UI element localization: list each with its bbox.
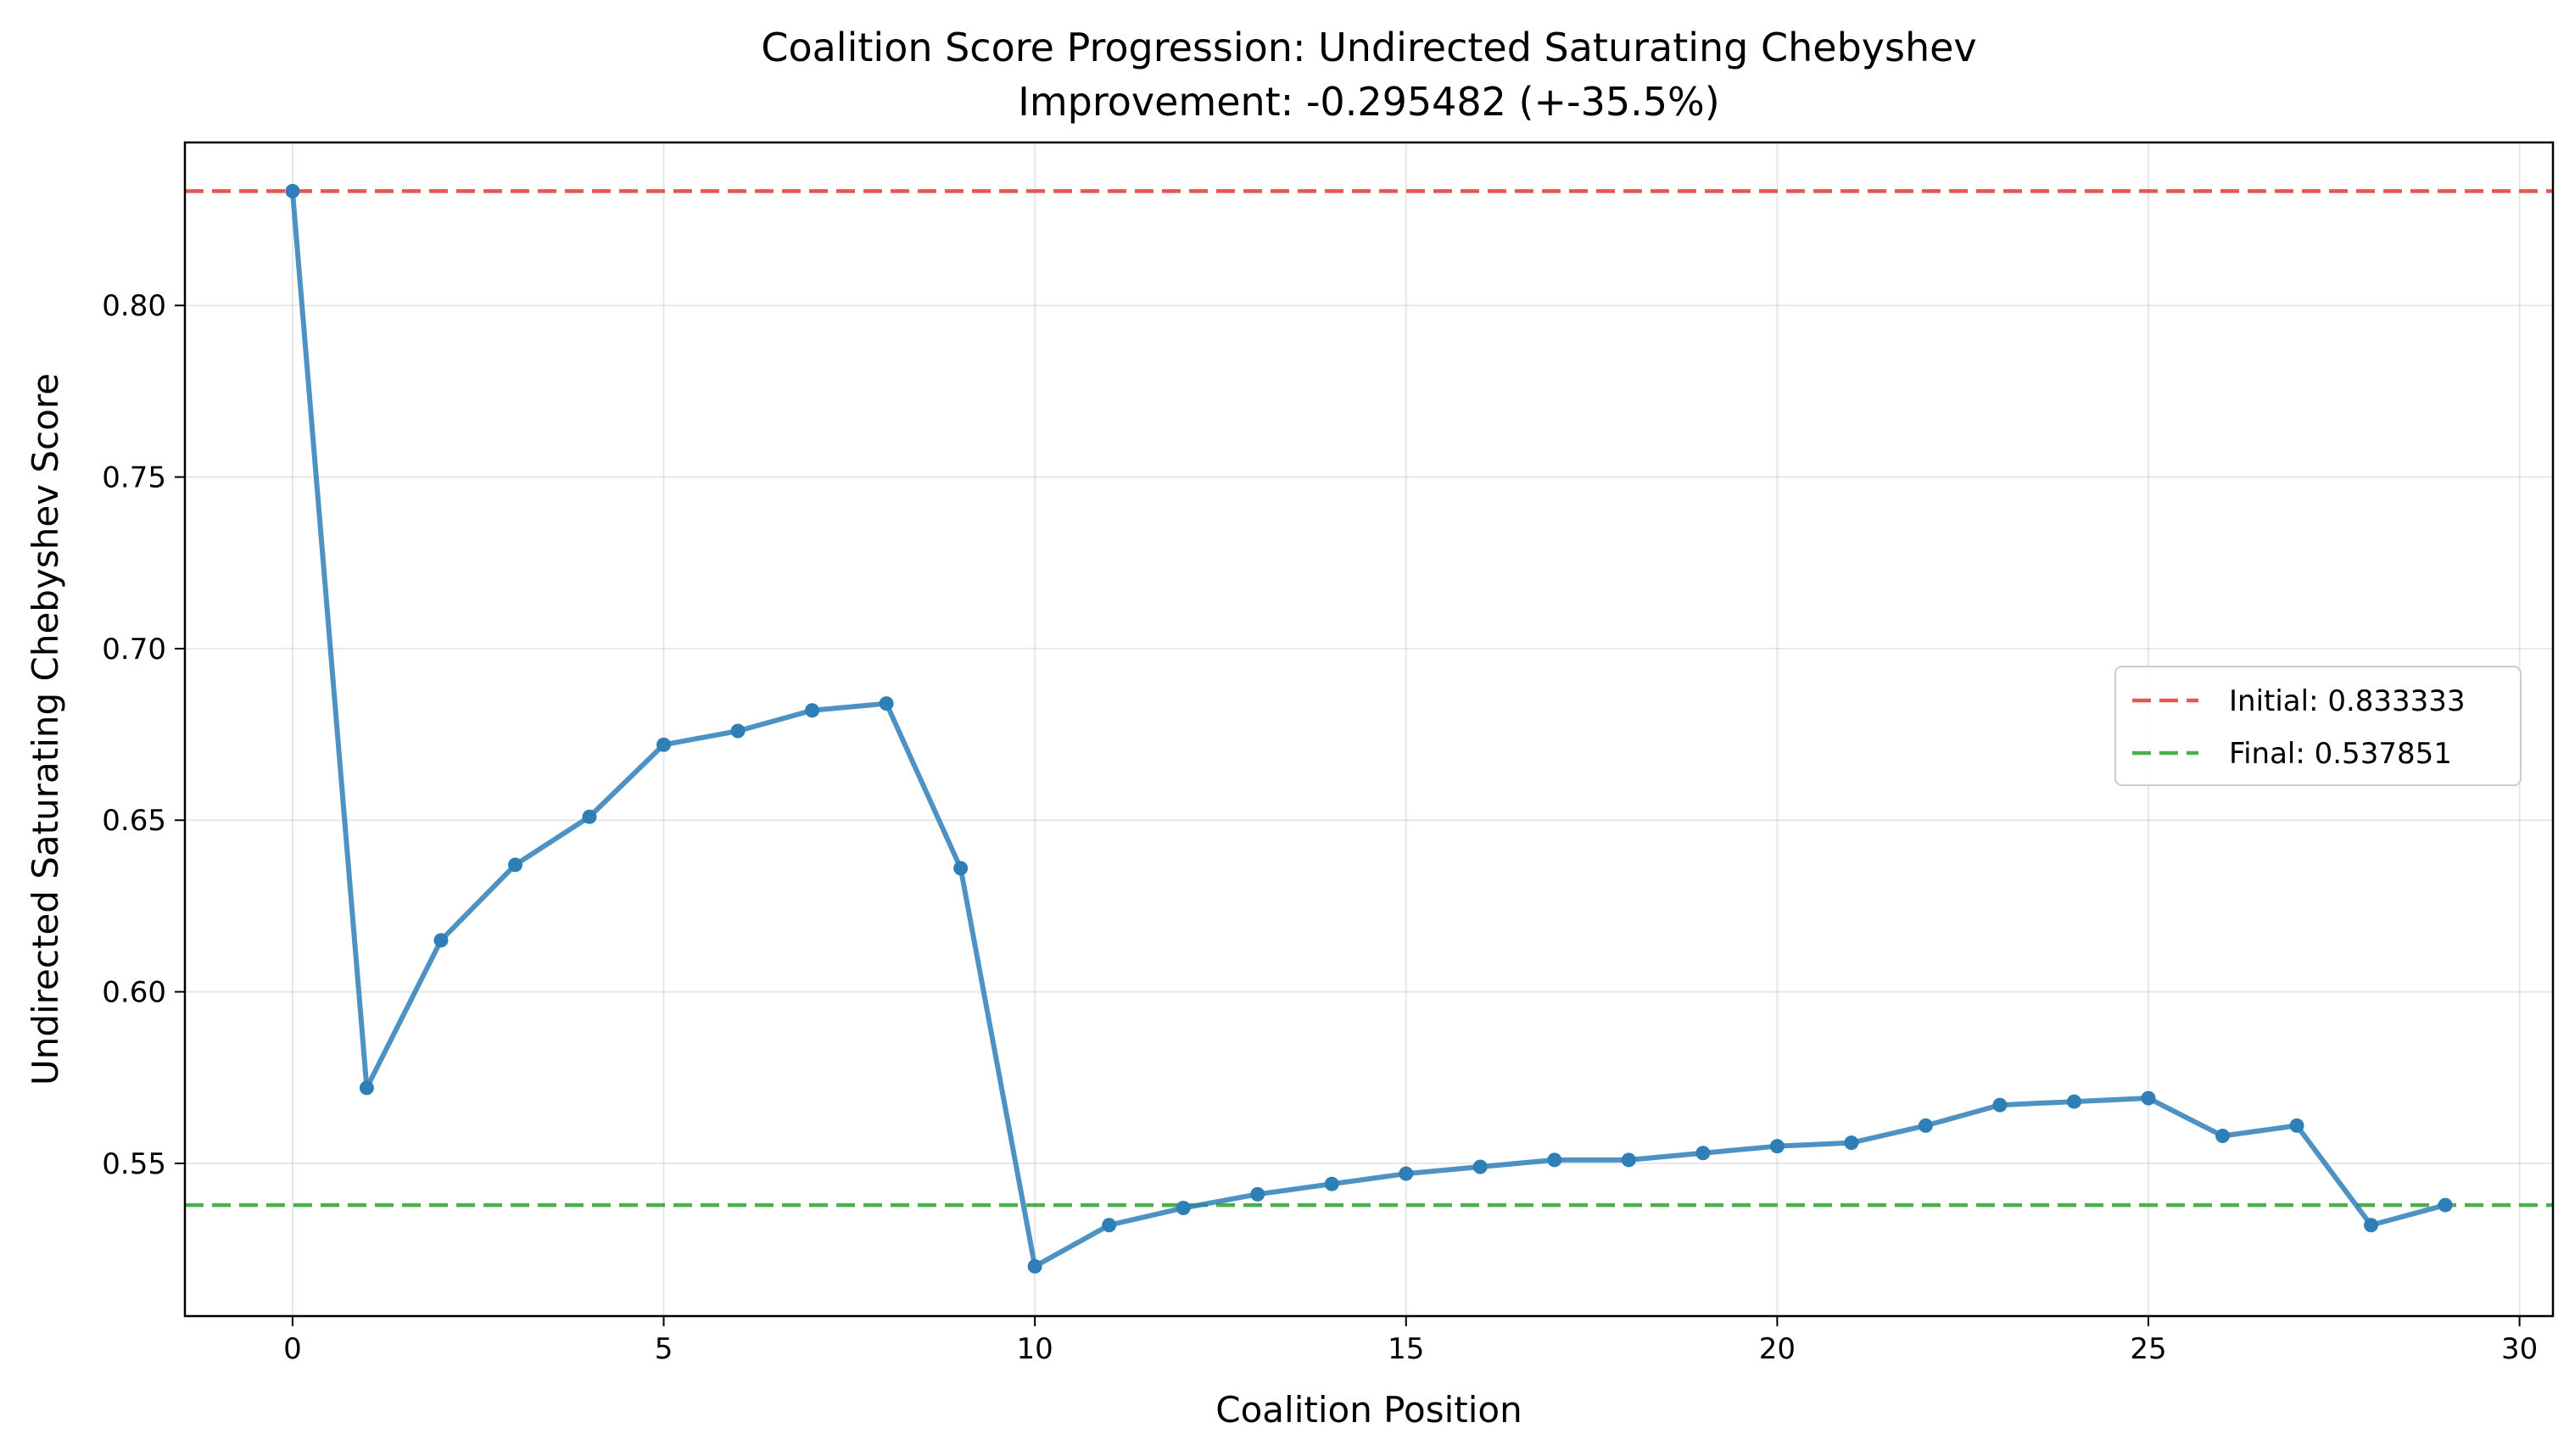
y-tick-label: 0.70 bbox=[102, 633, 166, 667]
data-point bbox=[2364, 1218, 2379, 1233]
data-point bbox=[1547, 1152, 1562, 1168]
x-tick-label: 10 bbox=[1017, 1332, 1053, 1366]
data-point bbox=[2141, 1091, 2156, 1106]
data-point bbox=[285, 183, 300, 198]
data-point bbox=[730, 723, 746, 739]
data-point bbox=[1399, 1166, 1414, 1181]
data-point bbox=[1250, 1186, 1265, 1202]
data-point bbox=[805, 703, 820, 718]
y-tick-label: 0.75 bbox=[102, 461, 166, 495]
y-axis-ticks: 0.55 0.60 0.65 0.70 0.75 0.80 bbox=[102, 289, 185, 1181]
legend: Initial: 0.833333 Final: 0.537851 bbox=[2114, 666, 2522, 786]
data-point bbox=[1844, 1135, 1859, 1151]
grid-lines bbox=[185, 142, 2553, 1316]
data-point bbox=[1027, 1258, 1042, 1274]
data-point bbox=[1695, 1146, 1711, 1161]
x-axis-ticks: 0 5 10 15 20 25 30 bbox=[283, 1316, 2538, 1366]
data-point bbox=[1102, 1218, 1117, 1233]
x-tick-label: 0 bbox=[283, 1332, 302, 1366]
data-point bbox=[1472, 1159, 1488, 1174]
chart-title: Coalition Score Progression: Undirected … bbox=[761, 25, 1976, 70]
data-point bbox=[507, 857, 522, 873]
y-tick-label: 0.80 bbox=[102, 289, 166, 323]
data-point bbox=[1918, 1118, 1933, 1133]
data-point bbox=[656, 737, 672, 752]
x-tick-label: 25 bbox=[2130, 1332, 2166, 1366]
data-point bbox=[1992, 1097, 2008, 1113]
data-point bbox=[1769, 1139, 1785, 1154]
data-point bbox=[879, 696, 894, 711]
x-tick-label: 20 bbox=[1759, 1332, 1796, 1366]
x-axis-label: Coalition Position bbox=[1215, 1389, 1522, 1431]
data-point bbox=[2289, 1118, 2304, 1133]
y-axis-label: Undirected Saturating Chebyshev Score bbox=[25, 373, 66, 1085]
x-tick-label: 5 bbox=[655, 1332, 673, 1366]
data-point bbox=[582, 809, 597, 824]
series-layer bbox=[285, 183, 2453, 1274]
data-point bbox=[359, 1080, 374, 1096]
legend-label: Final: 0.537851 bbox=[2229, 737, 2452, 771]
data-point bbox=[1324, 1176, 1339, 1191]
x-tick-label: 15 bbox=[1388, 1332, 1424, 1366]
data-point bbox=[1621, 1152, 1636, 1168]
legend-box bbox=[2114, 666, 2522, 786]
data-point bbox=[2066, 1094, 2081, 1109]
data-point bbox=[2438, 1197, 2453, 1213]
legend-label: Initial: 0.833333 bbox=[2229, 684, 2466, 718]
data-point bbox=[953, 861, 969, 876]
series-line bbox=[289, 191, 2446, 1269]
data-point bbox=[2215, 1129, 2231, 1144]
data-point bbox=[433, 933, 449, 948]
y-tick-label: 0.60 bbox=[102, 976, 166, 1010]
reference-lines bbox=[185, 189, 2553, 1208]
y-tick-label: 0.65 bbox=[102, 804, 166, 838]
x-tick-label: 30 bbox=[2501, 1332, 2538, 1366]
y-tick-label: 0.55 bbox=[102, 1147, 166, 1181]
plot-frame bbox=[183, 141, 2555, 1318]
chart-subtitle: Improvement: -0.295482 (+-35.5%) bbox=[1018, 79, 1719, 125]
data-point bbox=[1176, 1201, 1191, 1216]
